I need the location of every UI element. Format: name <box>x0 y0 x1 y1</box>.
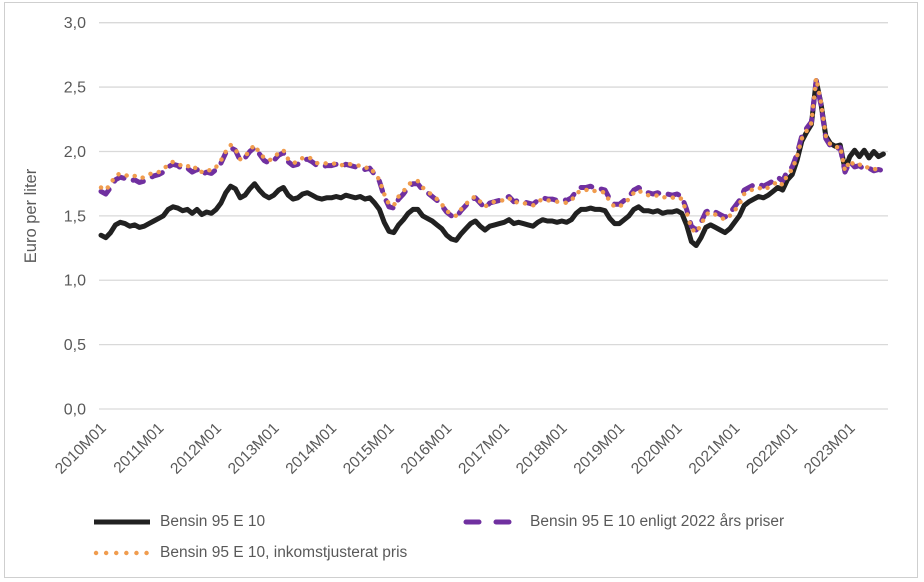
x-tick-label: 2020M01 <box>628 420 686 478</box>
y-tick-label: 1,5 <box>64 208 86 225</box>
chart-series-lines <box>98 75 886 248</box>
x-tick-label: 2022M01 <box>743 420 801 478</box>
x-axis-tick-labels: 2010M01 2011M01 2012M01 2013M01 2014M01 2015M… <box>52 420 859 478</box>
gridlines <box>99 22 888 410</box>
x-tick-label: 2014M01 <box>282 420 340 478</box>
y-tick-label: 2,5 <box>64 80 86 97</box>
x-tick-label: 2013M01 <box>225 420 283 478</box>
series-line-0 <box>98 78 886 248</box>
y-tick-label: 0,5 <box>64 337 86 354</box>
x-tick-label: 2019M01 <box>570 420 628 478</box>
y-axis-title: Euro per liter <box>22 168 40 263</box>
x-tick-label: 2023M01 <box>801 420 859 478</box>
series-line-2 <box>98 75 886 235</box>
x-tick-label: 2012M01 <box>167 420 225 478</box>
y-tick-label: 2,0 <box>64 144 86 161</box>
x-tick-label: 2011M01 <box>111 420 168 477</box>
x-tick-label: 2015M01 <box>340 420 398 478</box>
y-tick-label: 1,0 <box>64 273 86 290</box>
x-tick-label: 2010M01 <box>52 420 110 478</box>
x-tick-label: 2018M01 <box>513 420 571 478</box>
y-axis-tick-labels: 3,0 2,5 2,0 1,5 1,0 0,5 0,0 <box>64 15 86 418</box>
y-tick-label: 3,0 <box>64 15 86 32</box>
x-tick-label: 2016M01 <box>398 420 456 478</box>
y-tick-label: 0,0 <box>64 402 86 419</box>
x-tick-label: 2021M01 <box>686 420 744 478</box>
x-tick-label: 2017M01 <box>455 420 513 478</box>
